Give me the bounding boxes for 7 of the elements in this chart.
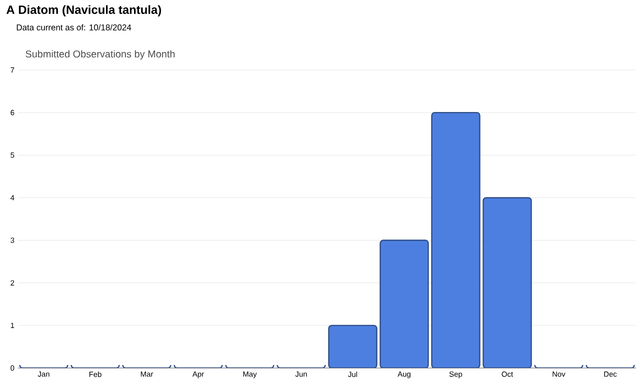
bar: [328, 324, 378, 368]
bar: [431, 112, 480, 368]
chart-title: A Diatom (Navicula tantula): [6, 5, 162, 16]
bar: [380, 240, 429, 368]
chart-subtitle: Data current as of: 10/18/2024: [16, 24, 132, 30]
text: Submitted Observations by Month: [26, 50, 175, 60]
bar: [482, 197, 532, 368]
